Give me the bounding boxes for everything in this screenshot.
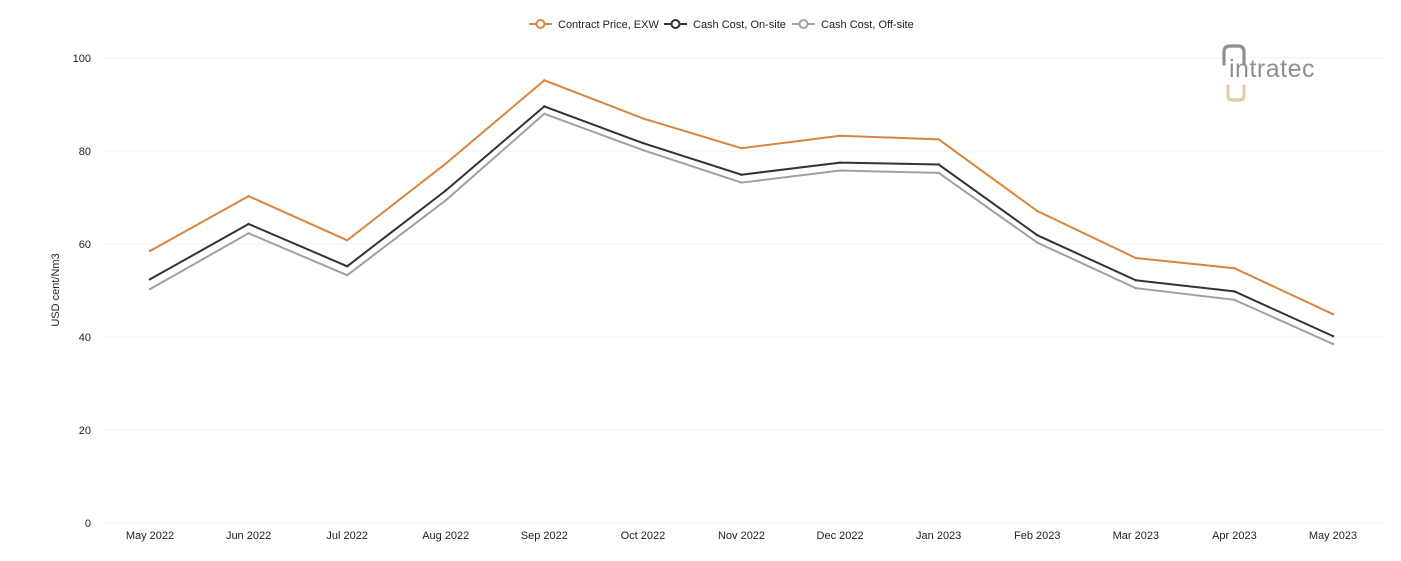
data-point bbox=[345, 239, 349, 242]
x-tick-label: May 2023 bbox=[1309, 530, 1357, 542]
y-tick-label: 80 bbox=[79, 146, 91, 158]
y-tick-label: 60 bbox=[79, 239, 91, 251]
data-point bbox=[247, 194, 250, 198]
legend-marker-icon bbox=[670, 19, 681, 29]
data-point bbox=[838, 161, 842, 164]
logo-mark-icon bbox=[1222, 44, 1246, 102]
x-tick-label: Aug 2022 bbox=[422, 530, 469, 542]
data-point bbox=[148, 249, 152, 253]
x-tick-label: Feb 2023 bbox=[1014, 530, 1060, 542]
intratec-logo: intratec bbox=[1222, 44, 1315, 102]
data-point bbox=[838, 169, 842, 172]
legend-item[interactable]: Contract Price, EXW bbox=[529, 19, 659, 31]
data-point bbox=[1134, 279, 1138, 282]
legend[interactable]: Contract Price, EXW Cash Cost, On-site Cas… bbox=[529, 19, 914, 31]
data-point bbox=[641, 117, 645, 120]
x-tick-label: Dec 2022 bbox=[817, 530, 864, 542]
series-line-cash-cost-onsite bbox=[149, 105, 1334, 338]
data-point bbox=[444, 199, 447, 202]
legend-marker-icon bbox=[535, 19, 546, 29]
data-point bbox=[247, 222, 250, 226]
data-point bbox=[543, 105, 546, 108]
data-point bbox=[641, 148, 645, 152]
legend-label: Cash Cost, Off-site bbox=[821, 19, 914, 31]
data-point bbox=[345, 265, 349, 268]
series-lines bbox=[148, 79, 1335, 346]
legend-item[interactable]: Cash Cost, On-site bbox=[664, 19, 786, 31]
data-point bbox=[740, 173, 743, 176]
series-line-contract-price bbox=[149, 79, 1334, 316]
legend-label: Cash Cost, On-site bbox=[693, 19, 786, 31]
x-tick-label: Apr 2023 bbox=[1212, 530, 1257, 542]
data-point bbox=[937, 138, 940, 141]
data-point bbox=[1331, 334, 1335, 338]
x-tick-label: Jul 2022 bbox=[326, 530, 368, 542]
data-point bbox=[1134, 286, 1138, 290]
x-tick-label: Mar 2023 bbox=[1113, 530, 1159, 542]
legend-item[interactable]: Cash Cost, Off-site bbox=[792, 19, 914, 31]
grid-lines bbox=[102, 57, 1383, 524]
data-point bbox=[1233, 298, 1236, 301]
legend-label: Contract Price, EXW bbox=[558, 19, 659, 31]
x-tick-label: Sep 2022 bbox=[521, 530, 568, 542]
data-point bbox=[1233, 266, 1236, 270]
data-point bbox=[838, 134, 842, 137]
y-tick-label: 20 bbox=[79, 425, 91, 437]
y-axis: 0 20 40 60 80 100 bbox=[73, 53, 91, 530]
x-tick-label: May 2022 bbox=[126, 530, 174, 542]
data-point bbox=[543, 112, 546, 116]
legend-marker-icon bbox=[798, 19, 809, 29]
x-tick-label: Jan 2023 bbox=[916, 530, 961, 542]
data-point bbox=[1036, 233, 1039, 237]
data-point bbox=[1233, 290, 1236, 293]
y-tick-label: 0 bbox=[85, 518, 91, 530]
data-point bbox=[148, 287, 152, 291]
data-point bbox=[444, 162, 447, 165]
y-axis-title: USD cent/Nm3 bbox=[50, 253, 62, 326]
logo-text: intratec bbox=[1229, 55, 1315, 83]
data-point bbox=[1036, 209, 1039, 213]
data-point bbox=[444, 189, 447, 192]
x-axis: May 2022 Jun 2022 Jul 2022 Aug 2022 Sep 2022… bbox=[126, 530, 1357, 542]
data-point bbox=[345, 273, 349, 277]
data-point bbox=[543, 79, 546, 82]
data-point bbox=[148, 278, 152, 281]
x-tick-label: Nov 2022 bbox=[718, 530, 765, 542]
x-tick-label: Jun 2022 bbox=[226, 530, 271, 542]
data-point bbox=[1134, 256, 1138, 260]
y-tick-label: 40 bbox=[79, 332, 91, 344]
data-point bbox=[1036, 241, 1039, 244]
data-point bbox=[937, 163, 940, 166]
data-point bbox=[1331, 313, 1335, 316]
data-point bbox=[937, 171, 940, 175]
data-point bbox=[740, 181, 743, 184]
data-point bbox=[641, 141, 645, 145]
data-point bbox=[247, 232, 250, 235]
data-point bbox=[740, 147, 743, 150]
y-tick-label: 100 bbox=[73, 53, 91, 65]
x-tick-label: Oct 2022 bbox=[621, 530, 666, 542]
data-point bbox=[1331, 342, 1335, 346]
